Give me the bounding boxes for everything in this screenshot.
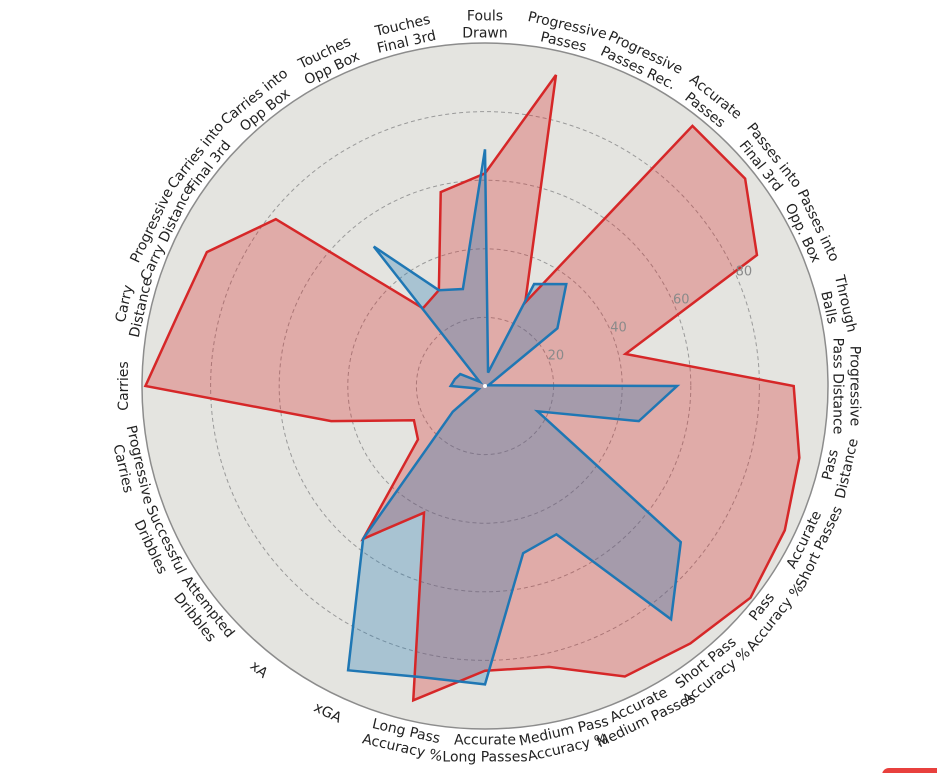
category-label: xA bbox=[247, 658, 271, 682]
category-label-line: Drawn bbox=[462, 26, 507, 42]
ring-tick-labels: 20 40 60 80 bbox=[548, 265, 753, 364]
ring-tick-label: 80 bbox=[736, 265, 753, 280]
center-point bbox=[483, 384, 487, 388]
ring-tick-label: 20 bbox=[548, 348, 565, 363]
category-label-line: Pass Distance bbox=[830, 338, 846, 435]
category-label-line: Pass bbox=[819, 448, 841, 482]
category-label-line: Long Passes bbox=[442, 750, 527, 766]
category-label: xGA bbox=[311, 700, 344, 727]
series-1-area bbox=[348, 149, 681, 685]
series-polygons bbox=[143, 74, 801, 703]
category-label-line: Accurate bbox=[454, 733, 516, 749]
category-label-line: xGA bbox=[311, 700, 344, 727]
ring-tick-label: 60 bbox=[673, 293, 690, 308]
category-label-line: Balls bbox=[817, 290, 840, 326]
category-label-line: Progressive bbox=[847, 346, 863, 427]
category-label: Carries bbox=[116, 361, 132, 410]
category-label-line: Fouls bbox=[467, 9, 503, 25]
grid-ring bbox=[210, 111, 760, 661]
red-corner-tab[interactable] bbox=[882, 768, 937, 773]
category-label-line: Carries bbox=[116, 361, 132, 410]
category-label-line: xA bbox=[247, 658, 271, 682]
ring-tick-label: 40 bbox=[610, 321, 627, 336]
